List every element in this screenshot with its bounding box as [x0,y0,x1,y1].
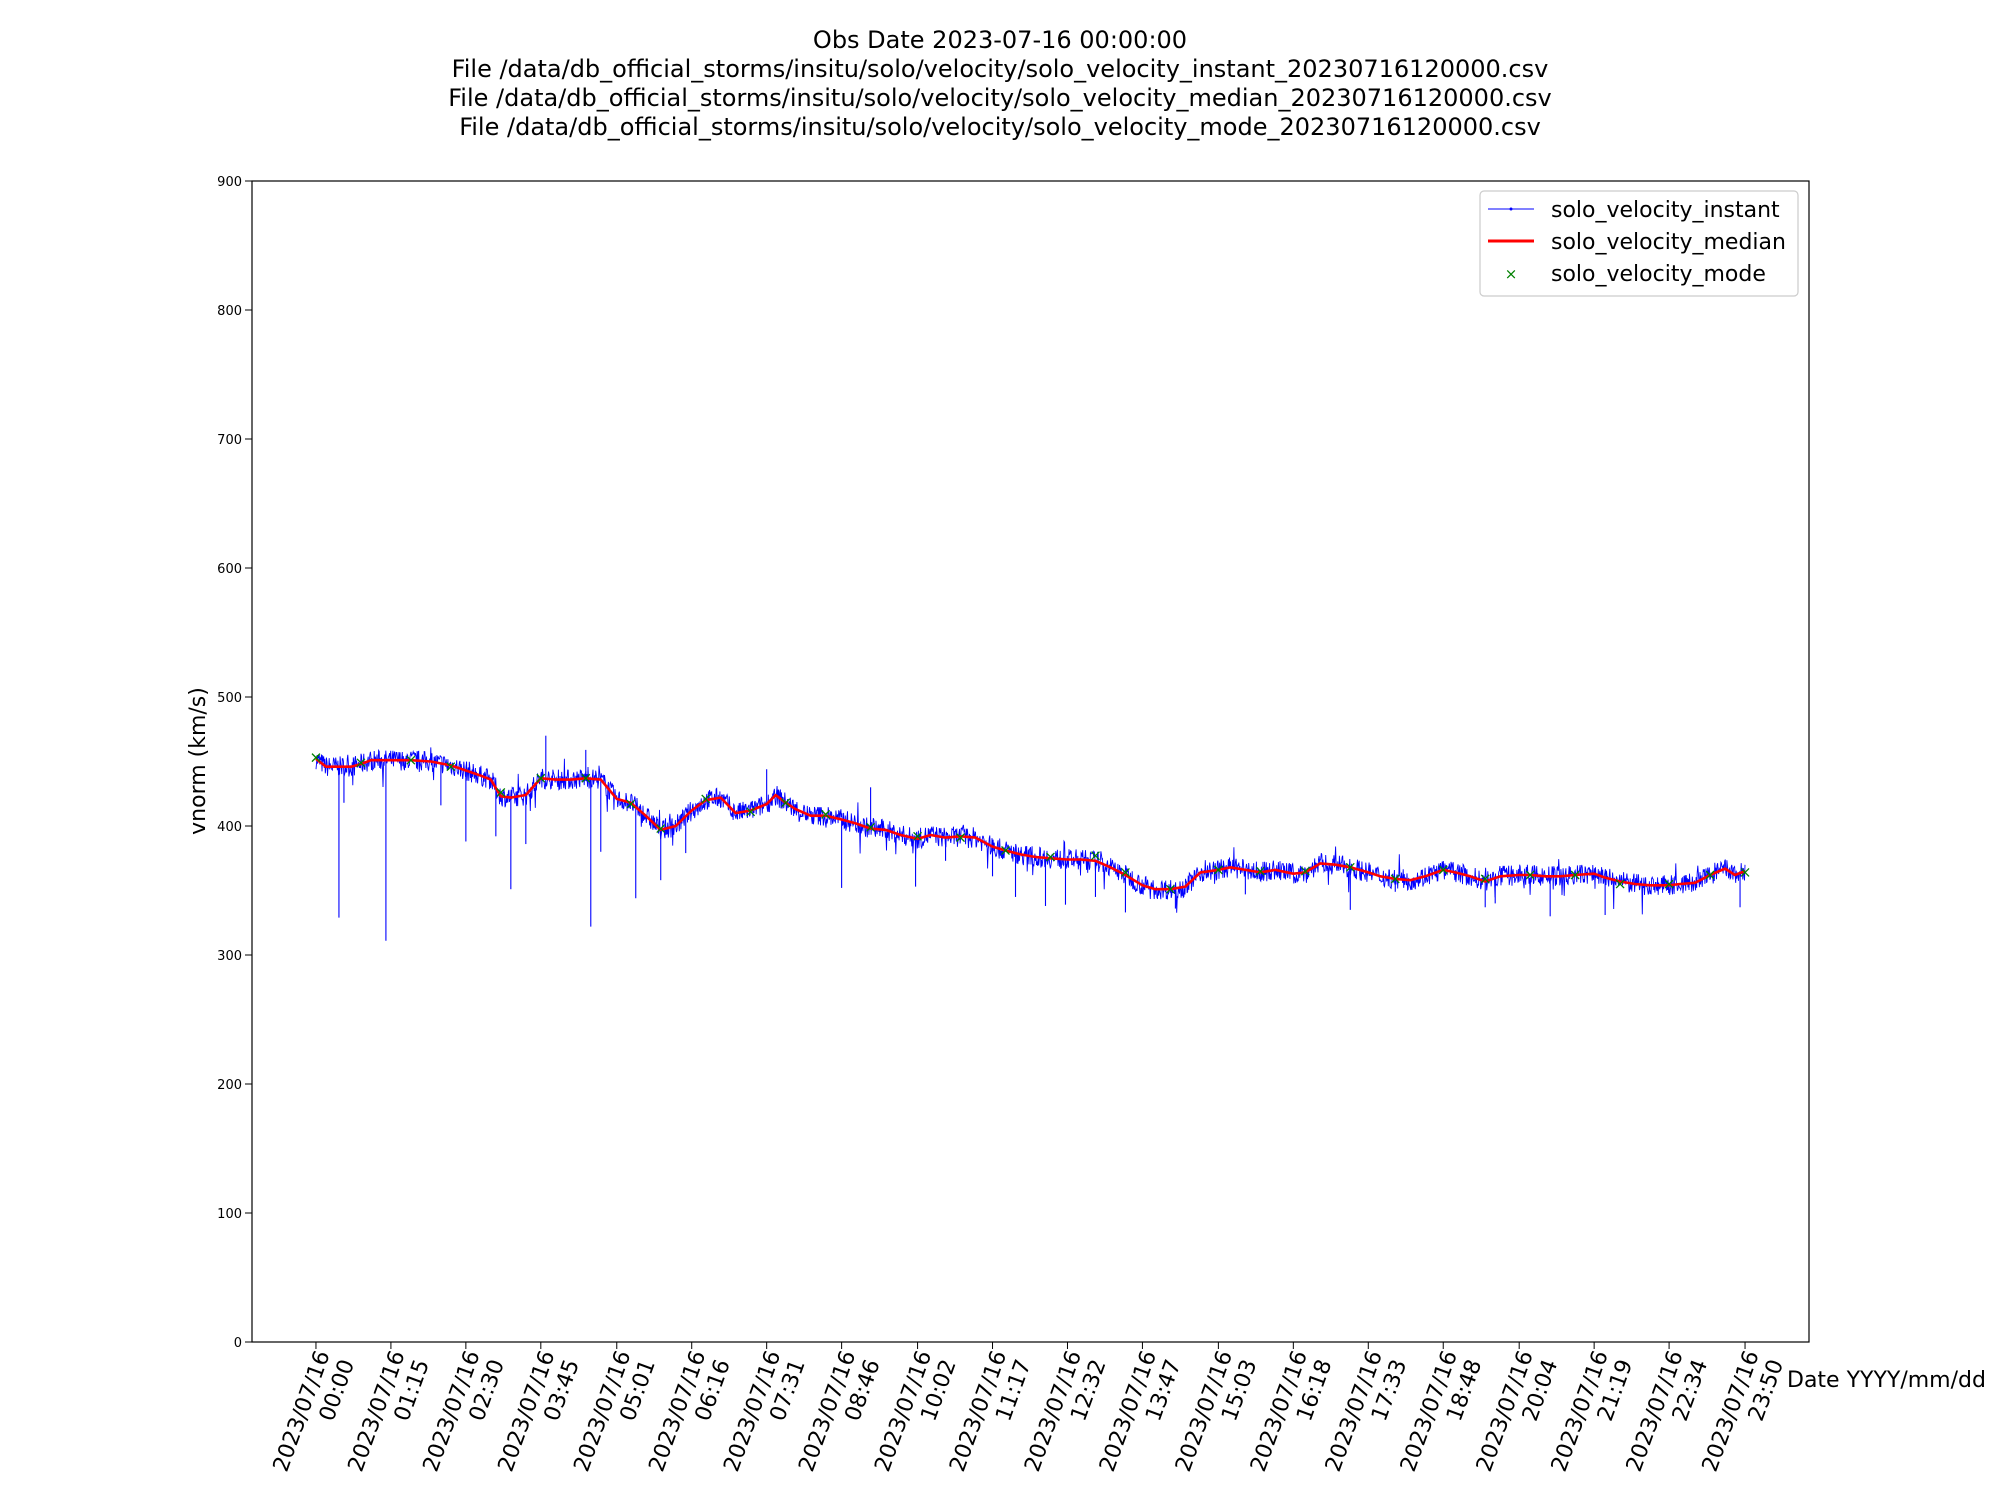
mode-point-stroke [1120,867,1130,877]
y-axis-label: vnorm (km/s) [186,687,211,835]
mode-point [536,773,546,783]
y-axis: 0 100 200 300 400 500 600 700 800 900 [217,175,252,1351]
mode-point-stroke [746,807,756,817]
mode-point-stroke [1213,865,1223,875]
mode-point-stroke [1615,879,1625,889]
mode-point [446,762,456,772]
mode-point-stroke [866,822,876,832]
mode-point [1525,870,1535,880]
mode-point [1570,870,1580,880]
title-line: File /data/db_official_storms/insitu/sol… [459,113,1541,141]
title-line: File /data/db_official_storms/insitu/sol… [451,55,1549,83]
mode-point-stroke [1705,870,1715,880]
legend-marker-instant [1509,207,1513,211]
mode-point-stroke [701,794,711,804]
x-axis: 2023/07/1600:002023/07/1601:152023/07/16… [269,1342,1789,1475]
mode-point [1615,879,1625,889]
mode-point-stroke [1255,866,1265,876]
mode-point [406,755,416,765]
y-tick-label: 0 [234,1336,242,1351]
mode-point [1255,866,1265,876]
y-tick-label: 400 [217,820,242,835]
mode-point [1046,852,1055,862]
mode-point-stroke [581,773,591,783]
mode-point-stroke [913,831,923,841]
mode-point [1300,866,1310,876]
mode-point-stroke [1001,846,1010,855]
chart-title: Obs Date 2023-07-16 00:00:00 File /data/… [0,26,2000,142]
mode-point-stroke [496,788,506,797]
y-tick-label: 600 [217,562,242,577]
y-tick-label: 100 [217,1207,242,1222]
mode-point-stroke [1740,867,1750,877]
legend-frame [1479,190,1799,297]
mode-point-stroke [1345,862,1355,872]
y-tick-label: 800 [217,304,242,319]
series-layer [311,735,1750,941]
mode-point-stroke [1046,852,1055,862]
y-tick-label: 200 [217,1078,242,1093]
mode-point-stroke [656,824,666,834]
mode-point [1390,874,1400,884]
mode-point [496,788,506,797]
mode-point-stroke [1090,851,1100,861]
mode-point-stroke [406,755,416,765]
mode-point-stroke [356,758,366,768]
title-line: File /data/db_official_storms/insitu/sol… [448,84,1552,112]
mode-point-stroke [446,762,456,772]
mode-point [656,824,666,834]
plot-area-frame [251,180,1810,1343]
series-line-instant [315,747,1746,915]
y-tick-label: 300 [217,949,242,964]
y-tick-label: 900 [217,175,242,190]
mode-point [1438,865,1448,875]
mode-point-stroke [1300,866,1310,876]
mode-point [1120,867,1130,877]
legend-label-instant: solo_velocity_instant [1551,198,1780,223]
mode-point-stroke [956,833,966,843]
mode-point [311,753,321,763]
mode-point-stroke [1570,870,1580,880]
legend-label-median: solo_velocity_median [1551,230,1786,255]
mode-point [913,831,923,841]
series-line-median [315,757,1746,891]
mode-point [1165,884,1175,894]
y-tick-label: 700 [217,433,242,448]
y-tick-label: 500 [217,691,242,706]
mode-point [1090,851,1100,861]
mode-point [581,773,591,783]
mode-point-stroke [1390,874,1400,884]
mode-point [956,833,966,843]
mode-point [1740,867,1750,877]
mode-point [356,758,366,768]
mode-point [821,809,831,819]
x-axis-label: Date YYYY/mm/dd [1787,1368,1986,1393]
mode-point [781,798,791,808]
mode-point [1705,870,1715,880]
mode-point [626,799,636,809]
mode-point-stroke [781,798,791,808]
mode-point-stroke [311,753,321,763]
mode-point-stroke [821,809,831,819]
mode-point [1480,874,1490,884]
mode-point [746,807,756,817]
mode-point-stroke [626,799,636,809]
mode-point-stroke [1664,879,1674,889]
mode-point [1664,879,1674,889]
mode-point [1345,862,1355,872]
mode-point-stroke [536,773,546,783]
title-line: Obs Date 2023-07-16 00:00:00 [812,26,1188,54]
mode-point [1213,865,1223,875]
mode-point [1001,846,1010,855]
mode-point-stroke [1438,865,1448,875]
mode-point-stroke [1165,884,1175,894]
legend: solo_velocity_instant solo_velocity_medi… [1479,190,1799,297]
mode-point-stroke [1525,870,1535,880]
legend-label-mode: solo_velocity_mode [1551,262,1766,287]
mode-point [866,822,876,832]
legend-marker-mode: × [1505,265,1518,283]
mode-point [701,794,711,804]
mode-point-stroke [1480,874,1490,884]
